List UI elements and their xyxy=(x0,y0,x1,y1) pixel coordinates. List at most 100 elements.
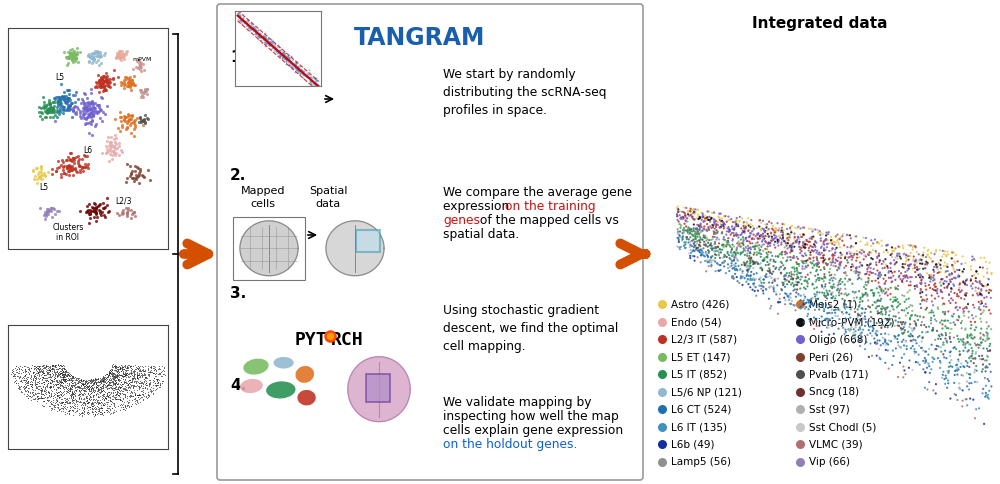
Point xyxy=(959,383,975,391)
Point xyxy=(65,389,81,397)
Point xyxy=(818,236,834,243)
Point xyxy=(832,281,848,288)
Point xyxy=(780,240,796,248)
Point xyxy=(98,379,114,387)
Point xyxy=(92,210,108,217)
Point xyxy=(117,371,133,379)
Point xyxy=(955,387,971,394)
Point xyxy=(849,264,865,272)
Point xyxy=(21,369,37,377)
Point xyxy=(948,367,964,375)
Point xyxy=(103,378,119,386)
Point xyxy=(974,352,990,360)
Point xyxy=(44,378,60,386)
Point xyxy=(31,363,47,370)
Point xyxy=(809,247,825,255)
Point xyxy=(32,374,48,382)
Point xyxy=(66,104,82,111)
Point xyxy=(856,284,872,291)
Point xyxy=(88,404,104,412)
Point xyxy=(954,287,970,295)
Point xyxy=(869,239,885,246)
Point xyxy=(853,294,869,302)
Point xyxy=(141,383,157,391)
Point xyxy=(837,270,853,278)
Point xyxy=(806,226,822,234)
Point xyxy=(101,385,117,393)
Point xyxy=(780,245,796,253)
Point xyxy=(28,385,44,393)
Point xyxy=(54,371,70,379)
Point xyxy=(102,76,118,84)
Point xyxy=(869,328,885,335)
Point xyxy=(724,260,740,268)
Point xyxy=(860,274,876,282)
Point xyxy=(39,394,55,402)
Point xyxy=(810,229,826,237)
Point xyxy=(876,280,892,288)
Point xyxy=(136,378,152,386)
Point xyxy=(272,47,288,55)
Point xyxy=(30,364,46,372)
Point xyxy=(943,325,959,333)
Point xyxy=(80,399,96,407)
Point xyxy=(130,362,146,370)
Point xyxy=(29,393,45,400)
Point xyxy=(763,249,779,257)
Point xyxy=(58,372,74,380)
Point xyxy=(83,390,99,397)
Point xyxy=(23,382,39,390)
Point xyxy=(720,238,736,245)
Point xyxy=(296,70,312,77)
Point xyxy=(30,383,46,391)
Point xyxy=(42,364,58,372)
Point xyxy=(287,63,303,71)
Point xyxy=(56,371,72,379)
Point xyxy=(958,357,974,365)
Point xyxy=(726,261,742,269)
Point xyxy=(234,21,250,29)
Point xyxy=(44,377,60,385)
Point xyxy=(12,378,28,385)
Point xyxy=(864,270,880,277)
Point xyxy=(850,310,866,318)
Point xyxy=(936,280,952,288)
Point xyxy=(118,369,134,377)
Point xyxy=(119,124,135,132)
Point xyxy=(105,390,121,397)
Point xyxy=(248,29,264,37)
Point xyxy=(981,287,997,294)
Polygon shape xyxy=(348,357,410,422)
Point xyxy=(961,371,977,378)
Point xyxy=(901,262,917,270)
Point xyxy=(888,297,904,305)
Point xyxy=(105,373,121,380)
Point xyxy=(115,395,131,403)
Point xyxy=(773,250,789,257)
Point xyxy=(77,91,93,99)
Point xyxy=(866,292,882,300)
Point xyxy=(64,388,80,396)
Point xyxy=(28,369,44,377)
Point xyxy=(54,382,70,390)
Point xyxy=(50,97,66,105)
Point xyxy=(136,67,152,75)
Point xyxy=(88,376,104,384)
Point xyxy=(673,222,689,230)
Point xyxy=(62,402,78,409)
Point xyxy=(65,155,81,163)
Point xyxy=(851,271,867,279)
Point xyxy=(154,378,170,385)
Point xyxy=(42,382,58,390)
Point xyxy=(826,262,842,270)
Point xyxy=(799,238,815,245)
Point xyxy=(960,301,976,308)
Point xyxy=(830,313,846,320)
Point xyxy=(104,142,120,150)
Point xyxy=(770,275,786,283)
Point xyxy=(761,249,777,257)
Point xyxy=(43,404,59,412)
Point xyxy=(112,364,128,372)
Point xyxy=(61,87,77,94)
Point xyxy=(111,50,127,58)
